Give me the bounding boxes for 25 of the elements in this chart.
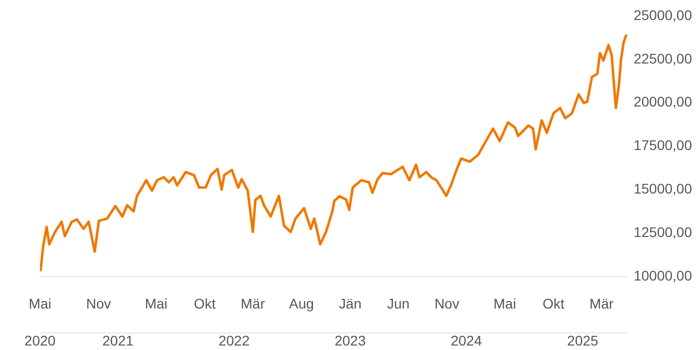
y-tick-label: 10000,00 [634, 267, 692, 284]
x2-tick-label: 2025 [567, 332, 599, 348]
x-tick-label: Nov [434, 296, 460, 312]
y-tick-label: 17500,00 [634, 137, 692, 154]
x-tick-label: Jän [338, 296, 362, 312]
x2-tick-label: 2020 [24, 332, 56, 348]
x-tick-label: Nov [86, 296, 111, 312]
y-tick-label: 12500,00 [634, 224, 692, 240]
x-tick-label: Mai [28, 296, 52, 312]
x-tick-label: Okt [194, 296, 216, 312]
x-tick-label: Jun [386, 296, 410, 312]
x2-tick-label: 2021 [102, 332, 134, 348]
x-tick-label: Okt [542, 296, 564, 312]
x-tick-label: Aug [289, 296, 314, 312]
x-tick-label: Mär [240, 296, 266, 312]
x2-tick-label: 2024 [450, 332, 482, 348]
x-tick-label: Mär [589, 296, 614, 312]
y-tick-label: 20000,00 [634, 94, 692, 110]
x-tick-label: Mai [494, 296, 516, 312]
y-tick-label: 22500,00 [634, 50, 692, 66]
x2-tick-label: 2023 [334, 332, 366, 348]
y-tick-label: 15000,00 [634, 180, 692, 196]
x-tick-label: Mai [144, 296, 168, 312]
x2-tick-label: 2022 [218, 332, 250, 348]
y-tick-label: 25000,00 [634, 6, 692, 23]
